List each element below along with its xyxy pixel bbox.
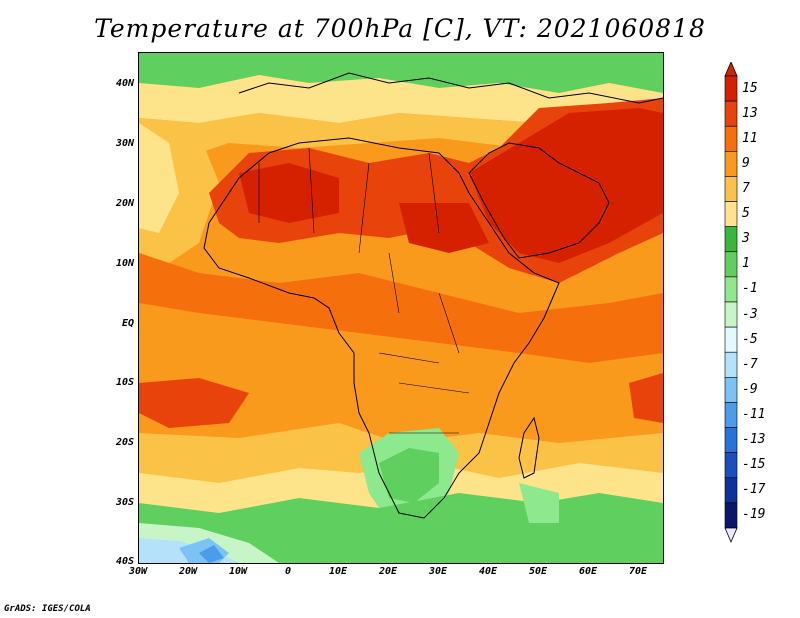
colorbar-label: -5 [742, 331, 758, 347]
colorbar-label: 5 [742, 206, 750, 222]
colorbar-swatch [724, 276, 738, 303]
colorbar-swatch [724, 427, 738, 453]
lon-label-60e: 60E [578, 566, 598, 577]
lon-label-50e: 50E [528, 566, 548, 577]
colorbar-swatch [724, 125, 738, 152]
lat-label-30n: 30N [115, 138, 134, 149]
lat-label-eq: EQ [121, 318, 134, 329]
colorbar-swatch [724, 201, 738, 227]
colorbar-swatch [724, 301, 738, 328]
colorbar-label: 13 [742, 105, 758, 121]
mediterranean-cool-band [139, 53, 663, 93]
colorbar-label: -1 [742, 281, 758, 297]
lat-label-30s: 30S [115, 497, 134, 508]
colorbar-label: 1 [742, 256, 750, 272]
lon-label-10w: 10W [228, 566, 248, 577]
chart-title: Temperature at 700hPa [C], VT: 202106081… [94, 14, 706, 43]
colorbar-label: 15 [742, 80, 758, 96]
colorbar-bottom-arrow [724, 527, 738, 544]
colorbar-top-arrow [724, 62, 738, 77]
colorbar-swatch [724, 477, 738, 504]
colorbar-label: -11 [742, 407, 766, 422]
madagascar-coastline [518, 416, 540, 479]
colorbar-swatch [724, 377, 738, 403]
colorbar [724, 62, 738, 544]
lat-label-40n: 40N [115, 78, 134, 89]
colorbar-label: -15 [742, 457, 766, 473]
colorbar-swatch [724, 226, 738, 253]
colorbar-label: -19 [742, 507, 766, 523]
lon-label-20w: 20W [178, 566, 198, 577]
africa-coastline [203, 137, 560, 519]
colorbar-swatch [724, 100, 738, 127]
colorbar-label: 3 [742, 231, 750, 247]
colorbar-swatch [724, 502, 738, 529]
arabia-heat-core [469, 108, 663, 263]
colorbar-label: 9 [742, 155, 750, 171]
lat-label-20s: 20S [115, 437, 134, 448]
colorbar-label: -3 [742, 306, 758, 322]
colorbar-label: -17 [742, 482, 766, 498]
colorbar-swatch [724, 251, 738, 278]
lat-label-20n: 20N [115, 198, 134, 209]
lon-label-0: 0 [284, 566, 292, 577]
colorbar-label: 7 [742, 181, 750, 196]
colorbar-label: -7 [742, 356, 758, 372]
colorbar-swatch [724, 75, 738, 102]
colorbar-label: 11 [742, 130, 758, 146]
lon-label-30w: 30W [128, 566, 148, 577]
lon-label-70e: 70E [628, 566, 648, 577]
lon-label-40e: 40E [478, 566, 498, 577]
colorbar-swatch [724, 452, 738, 479]
lon-label-10e: 10E [328, 566, 348, 577]
credit-text: GrADS: IGES/COLA [4, 604, 91, 614]
arabia-coastline [468, 142, 610, 259]
colorbar-swatch [724, 326, 738, 353]
lon-label-20e: 20E [378, 566, 398, 577]
colorbar-label: -9 [742, 381, 758, 397]
map-panel [138, 52, 664, 564]
temperature-field-map [139, 53, 663, 563]
colorbar-swatch [724, 176, 738, 202]
lon-label-30e: 30E [428, 566, 448, 577]
colorbar-swatch [724, 351, 738, 378]
lat-label-10s: 10S [115, 377, 134, 388]
colorbar-label: -13 [742, 432, 766, 448]
lat-label-40s: 40S [115, 556, 134, 567]
colorbar-swatch [724, 402, 738, 428]
colorbar-swatch [724, 151, 738, 177]
lat-label-10n: 10N [115, 258, 134, 269]
